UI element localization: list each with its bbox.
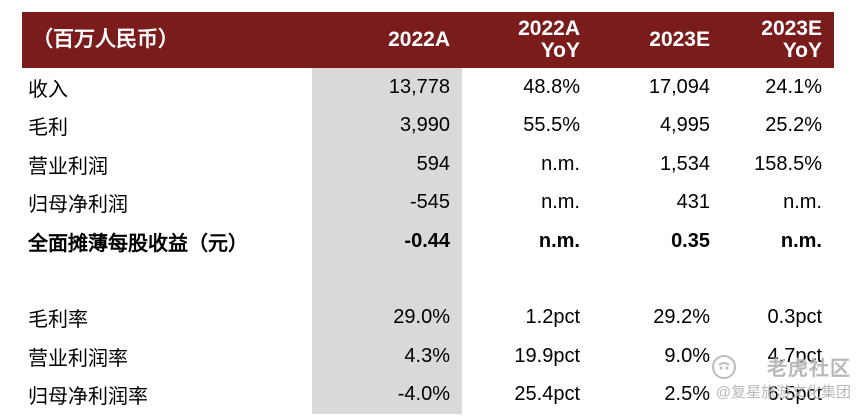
cell-2023e: 1,534	[659, 152, 710, 175]
table-row: 收入 13,778 48.8% 17,094 24.1%	[22, 68, 834, 107]
row-label: 归母净利润	[28, 194, 128, 217]
spacer-cell	[22, 261, 312, 299]
table-row: 全面摊薄每股收益（元） -0.44 n.m. 0.35 n.m.	[22, 222, 834, 261]
header-2022a-yoy: 2022A YoY	[462, 12, 592, 68]
header-2023e-yoy-line2: YoY	[782, 39, 822, 62]
financial-table: （百万人民币） 2022A 2022A YoY 2023E 2023E YoY …	[22, 12, 834, 414]
table-row: 营业利润 594 n.m. 1,534 158.5%	[22, 145, 834, 184]
cell-2022a-yoy: n.m.	[538, 229, 580, 252]
cell-2022a: -4.0%	[312, 375, 462, 414]
header-2022a-yoy-line2: YoY	[540, 39, 580, 62]
row-label: 收入	[28, 78, 68, 101]
cell-2022a-yoy: 1.2pct	[525, 306, 580, 329]
cell-2022a-yoy: 19.9pct	[514, 344, 580, 367]
cell-2022a-yoy: 25.4pct	[514, 383, 580, 406]
cell-2022a-yoy: n.m.	[541, 152, 580, 175]
spacer-row	[22, 260, 834, 299]
cell-2023e: 17,094	[648, 75, 710, 98]
cell-2023e-yoy: 6.5pct	[767, 383, 822, 406]
cell-2023e-yoy: 158.5%	[754, 152, 822, 175]
cell-2023e: 4,995	[659, 114, 710, 137]
row-label: 营业利润	[28, 155, 108, 178]
cell-2022a-yoy: 48.8%	[523, 75, 580, 98]
header-2022a: 2022A	[388, 28, 450, 51]
spacer-shade	[312, 260, 462, 299]
cell-2023e-yoy: n.m.	[783, 191, 822, 214]
row-label: 毛利	[28, 117, 68, 140]
cell-2022a: 3,990	[312, 106, 462, 145]
cell-2022a: 13,778	[312, 68, 462, 107]
cell-2023e: 29.2%	[653, 306, 710, 329]
cell-2023e: 9.0%	[664, 344, 710, 367]
table-row: 归母净利润率 -4.0% 25.4pct 2.5% 6.5pct	[22, 375, 834, 414]
cell-2023e-yoy: 0.3pct	[767, 306, 822, 329]
cell-2023e-yoy: n.m.	[780, 229, 822, 252]
cell-2023e: 0.35	[671, 229, 710, 252]
spacer-cell	[722, 261, 834, 299]
spacer-cell	[462, 261, 592, 299]
table-header: （百万人民币） 2022A 2022A YoY 2023E 2023E YoY	[22, 12, 834, 68]
table-row: 毛利 3,990 55.5% 4,995 25.2%	[22, 106, 834, 145]
spacer-cell	[592, 261, 722, 299]
cell-2023e-yoy: 4.7pct	[767, 344, 822, 367]
table-row: 毛利率 29.0% 1.2pct 29.2% 0.3pct	[22, 298, 834, 337]
header-2022a-yoy-line1: 2022A	[518, 17, 580, 40]
header-2023e-yoy-line1: 2023E	[761, 17, 822, 40]
table-row: 归母净利润 -545 n.m. 431 n.m.	[22, 183, 834, 222]
row-label: 营业利润率	[28, 347, 128, 370]
header-2023e-yoy: 2023E YoY	[722, 12, 834, 68]
row-label: 全面摊薄每股收益（元）	[28, 232, 248, 255]
cell-2022a-yoy: n.m.	[541, 191, 580, 214]
row-label: 归母净利润率	[28, 386, 148, 409]
cell-2023e: 2.5%	[664, 383, 710, 406]
cell-2022a: 29.0%	[312, 298, 462, 337]
cell-2023e-yoy: 25.2%	[765, 114, 822, 137]
table-row: 营业利润率 4.3% 19.9pct 9.0% 4.7pct	[22, 337, 834, 376]
header-unit-label: （百万人民币）	[32, 28, 179, 51]
cell-2022a: -545	[312, 183, 462, 222]
cell-2022a: 4.3%	[312, 337, 462, 376]
cell-2022a-yoy: 55.5%	[523, 114, 580, 137]
cell-2023e: 431	[676, 191, 710, 214]
cell-2022a: 594	[312, 145, 462, 184]
cell-2023e-yoy: 24.1%	[765, 75, 822, 98]
row-label: 毛利率	[28, 309, 88, 332]
cell-2022a: -0.44	[312, 222, 462, 261]
header-2023e: 2023E	[649, 28, 710, 51]
